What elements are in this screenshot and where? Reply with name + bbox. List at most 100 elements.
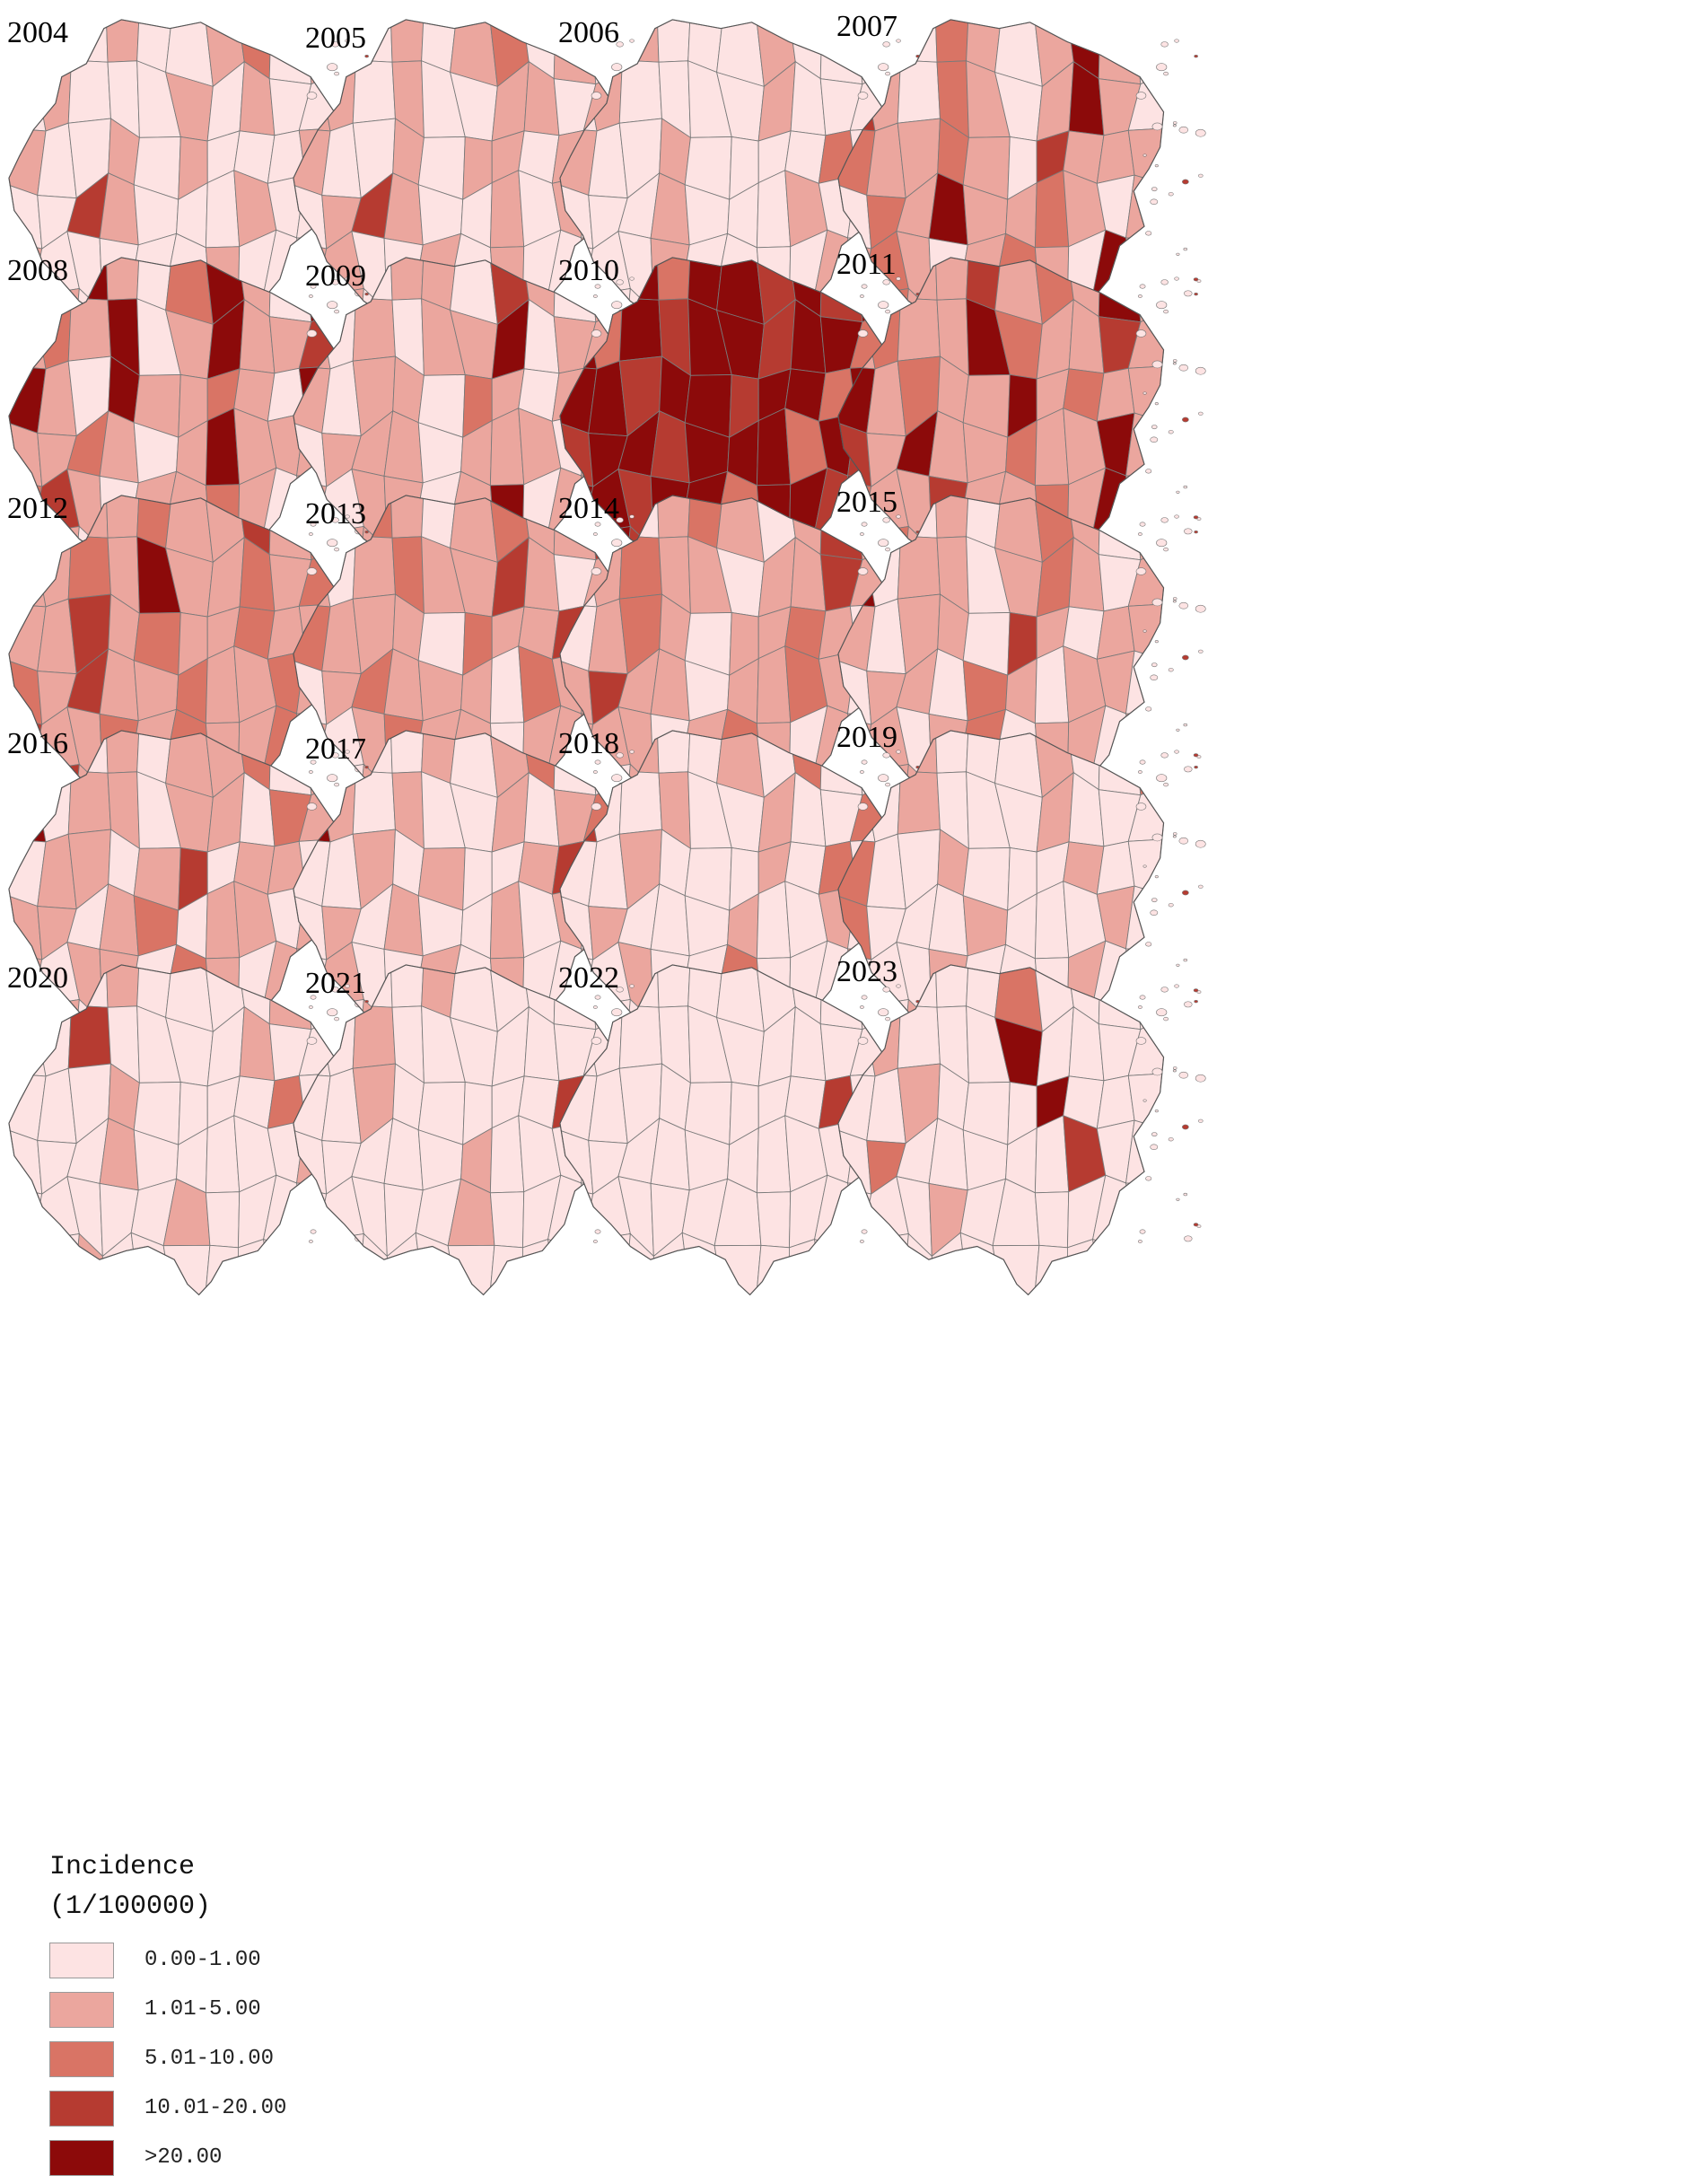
legend-swatch [49,2139,114,2176]
island [1160,517,1169,523]
county-region [489,881,525,960]
county-region [756,1191,792,1249]
island [334,782,340,787]
island [611,1008,623,1017]
island [1198,411,1204,416]
legend-item: 10.01-20.00 [49,2083,426,2133]
island [1137,532,1142,536]
county-region [68,998,80,1013]
island [629,276,635,281]
island [594,522,601,527]
island [882,279,890,285]
county-region [657,730,691,774]
island [1194,531,1198,534]
year-label: 2009 [305,259,366,293]
island [334,71,340,76]
county-region [106,19,140,63]
map-panel [559,964,928,1296]
island [1156,774,1168,783]
island [331,41,339,48]
island [310,1229,317,1234]
island [1178,601,1189,610]
island [611,539,623,548]
island [331,752,339,759]
legend-item: 5.01-10.00 [49,2034,426,2083]
county-region [390,730,425,774]
island [1183,958,1188,962]
island [331,279,339,285]
county-region [205,645,241,724]
legend-unit: (1/100000) [49,1891,212,1922]
county-region [42,782,72,843]
county-region [756,881,792,960]
island [1193,277,1199,282]
island [1168,192,1174,197]
county-region [657,257,691,301]
county-region [68,1232,80,1247]
island [1150,436,1159,443]
island [1151,122,1163,131]
island [591,329,602,338]
county-region [371,26,393,63]
island [1178,364,1189,372]
island [345,514,350,519]
island [1135,1037,1147,1045]
island [592,294,598,298]
island [882,517,890,523]
legend-label: 10.01-20.00 [144,2096,287,2120]
island [1183,723,1188,727]
island [592,532,598,536]
island [629,39,635,43]
island [1193,515,1199,520]
county-region [489,645,525,724]
island [861,284,868,289]
island [882,752,890,759]
county-region [489,170,525,249]
legend-item: >20.00 [49,2133,426,2182]
island [1142,153,1147,157]
legend-title: Incidence [49,1852,196,1882]
county-region [619,763,631,777]
island [327,63,338,72]
island [1172,600,1177,603]
island [1198,884,1204,889]
island [882,987,890,993]
island [1150,909,1159,916]
county-region [1035,1244,1068,1289]
island [1163,547,1169,552]
island [594,995,601,1000]
island [1182,417,1189,423]
island [591,1037,602,1045]
county-region [935,495,969,539]
county-region [619,1232,631,1247]
island [1195,128,1206,137]
island [308,532,313,536]
island [1178,837,1189,845]
island [1139,759,1146,765]
county-region [390,19,425,63]
county-region [756,408,792,487]
island [364,293,369,296]
county-region [489,1115,525,1194]
county-region [657,495,691,539]
year-label: 2011 [836,248,897,281]
island [1145,231,1152,236]
island [1145,942,1152,947]
map-panel [837,257,1206,589]
island [1183,1192,1188,1197]
island [308,770,313,774]
county-region [1034,170,1070,249]
island [1178,1071,1189,1079]
island [1151,598,1163,607]
island [1135,329,1147,338]
island [1154,1110,1159,1113]
island [885,71,891,76]
island [1160,752,1169,759]
year-label: 2016 [7,727,68,760]
county-region [68,287,80,302]
island [896,39,901,43]
island [331,517,339,523]
island [1139,995,1146,1000]
island [334,1016,340,1022]
island [1154,875,1159,879]
